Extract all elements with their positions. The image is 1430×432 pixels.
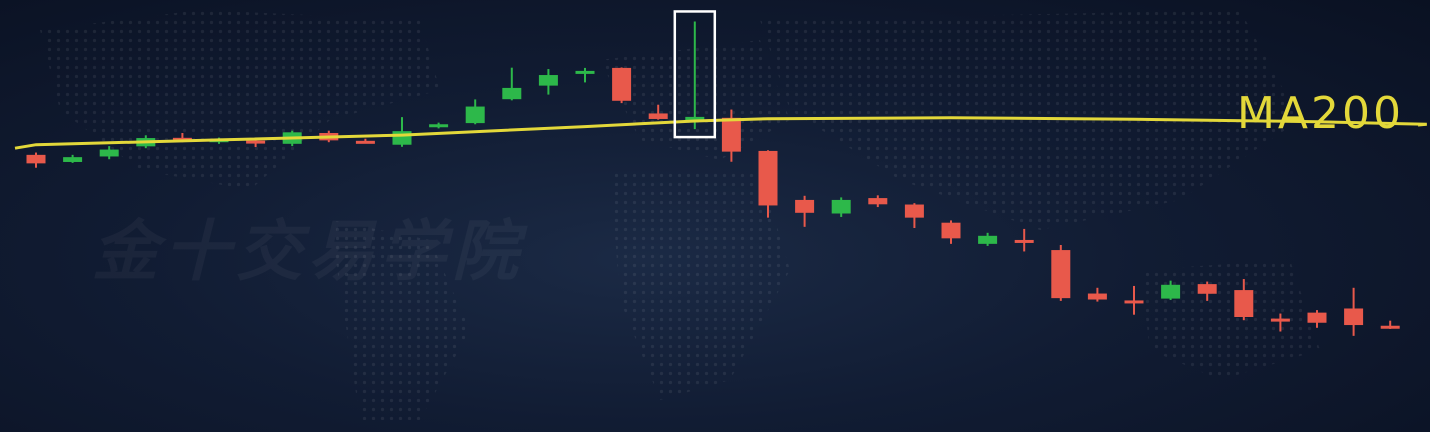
candle [978, 232, 998, 246]
highlight-box [673, 10, 717, 139]
candle-body [758, 150, 778, 206]
candle-body [1270, 318, 1290, 322]
candle-body [648, 113, 668, 119]
candle-body [63, 157, 83, 162]
candle [1087, 287, 1107, 302]
candle [1051, 245, 1071, 301]
candle-body [1234, 290, 1254, 317]
candle-body [795, 199, 815, 213]
candle-body [1197, 284, 1217, 294]
candle-body [392, 131, 412, 145]
candle [1270, 313, 1290, 332]
candle-body [904, 204, 924, 218]
candle [392, 117, 412, 147]
candle [648, 104, 668, 120]
candle-body [1014, 239, 1034, 243]
candle-body [429, 124, 449, 128]
candle-body [721, 117, 741, 152]
candle [502, 67, 522, 101]
candle-body [978, 235, 998, 244]
candle [1197, 281, 1217, 301]
candle-body [538, 75, 558, 86]
candle [1161, 280, 1181, 300]
candle [904, 203, 924, 228]
candle [99, 146, 119, 160]
candle-body [465, 106, 485, 124]
candle-body [868, 198, 888, 205]
candle-body [1161, 284, 1181, 299]
candle [575, 67, 595, 83]
candle-body [1307, 312, 1327, 323]
candle [1344, 287, 1364, 336]
candle [685, 21, 705, 130]
candle-body [1344, 308, 1364, 326]
candle [795, 195, 815, 227]
candle [1234, 279, 1254, 321]
candle-body [941, 222, 961, 239]
world-map-dots [40, 10, 1320, 420]
ma200-label: MA200 [1237, 88, 1404, 139]
candle [63, 154, 83, 163]
candle [831, 197, 851, 217]
candle-body [99, 149, 119, 157]
candle-body [575, 70, 595, 74]
candle [758, 150, 778, 218]
candle-body [612, 67, 632, 101]
candle-body [172, 137, 192, 141]
candle [429, 122, 449, 129]
candle [941, 220, 961, 244]
candle-body [1124, 300, 1144, 304]
candle-body [831, 199, 851, 214]
candle-body [1380, 325, 1400, 329]
candle-body [1051, 250, 1071, 299]
candle [1380, 320, 1400, 329]
candle [465, 99, 485, 125]
candle-body [355, 140, 375, 144]
candle-body [26, 154, 46, 164]
candle [1014, 228, 1034, 252]
candle [868, 195, 888, 208]
candle [1307, 310, 1327, 328]
candle-body [685, 116, 705, 121]
candle-body [246, 140, 266, 144]
candle [26, 152, 46, 168]
candle [612, 67, 632, 104]
candle [355, 138, 375, 144]
candle [538, 69, 558, 95]
candle [721, 109, 741, 162]
watermark: 金十交易学院 [92, 198, 524, 294]
candle-body [502, 87, 522, 100]
candle-body [1087, 293, 1107, 300]
ma200-line [14, 116, 1427, 150]
candle [1124, 285, 1144, 315]
